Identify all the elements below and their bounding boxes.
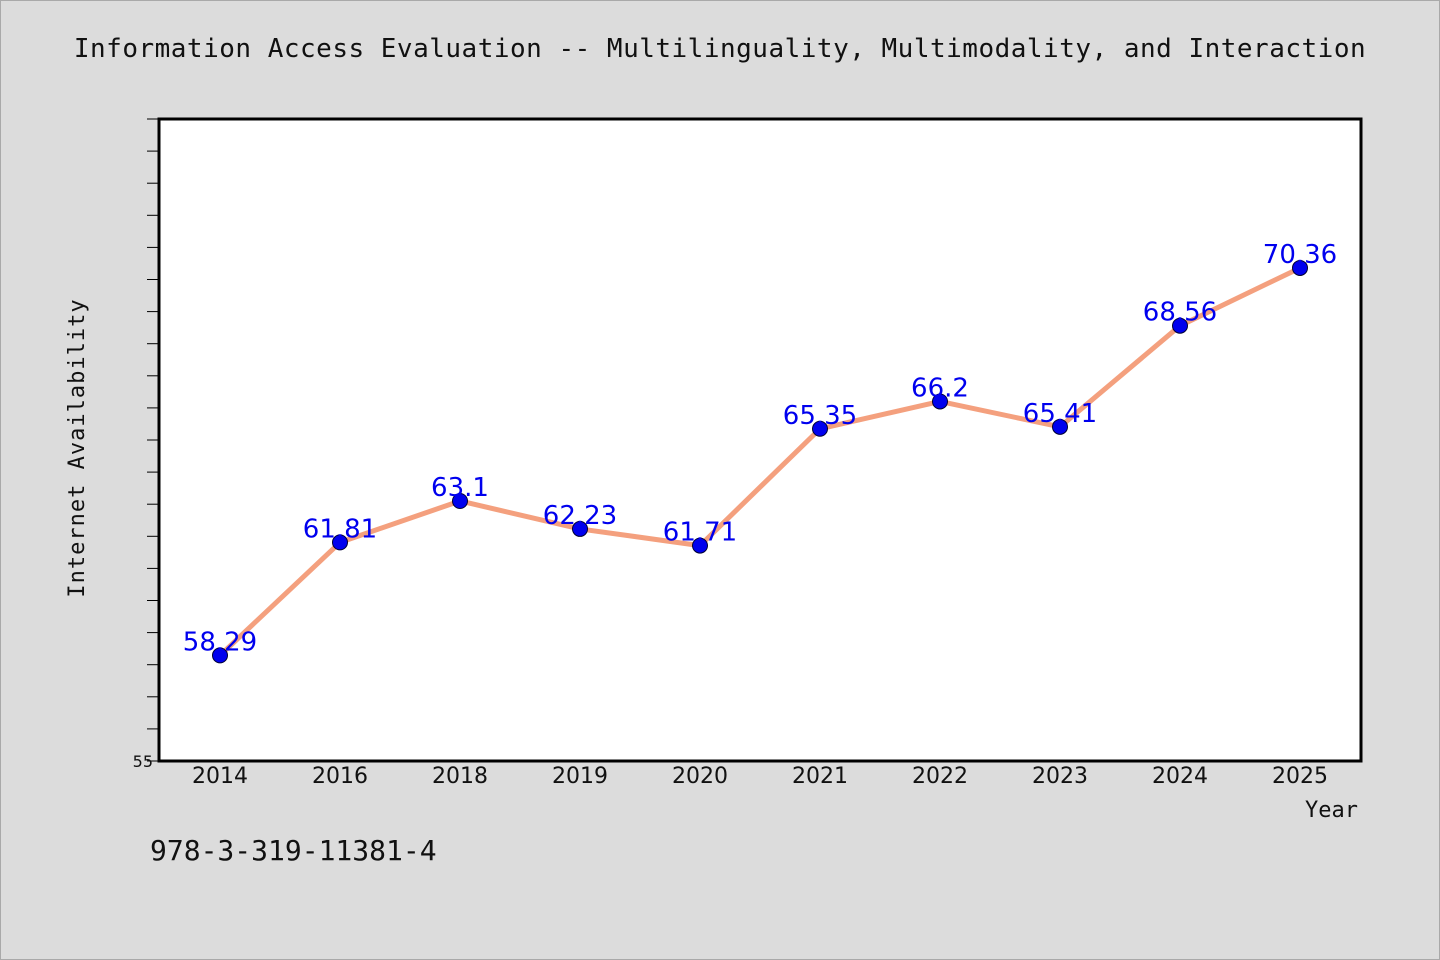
data-label: 65.41: [1023, 399, 1097, 429]
data-point: [212, 647, 228, 664]
y-axis-label: Internet Availability: [65, 298, 90, 597]
data-label: 68.56: [1143, 298, 1217, 328]
x-tick-label: 2024: [1152, 764, 1208, 789]
data-label: 61.81: [303, 514, 377, 544]
x-tick-label: 2018: [432, 764, 488, 789]
data-point: [1172, 317, 1188, 334]
data-label: 58.29: [183, 627, 257, 657]
x-tick-label: 2016: [312, 764, 368, 789]
data-labels: 58.29 61.81 63.1 62.23 61.71 65.35 66.2 65.41 68…: [183, 240, 1337, 657]
data-label: 66.2: [911, 373, 969, 403]
y-axis-tick-labels: 55: [133, 752, 153, 771]
x-tick-label: 2020: [672, 764, 728, 789]
data-label: 63.1: [431, 473, 489, 503]
series-lines: [217, 265, 1303, 658]
data-label: 61.71: [663, 518, 737, 548]
data-label: 70.36: [1263, 240, 1337, 270]
x-axis-tick-labels: 2014 2016 2018 2019 2020 2021 2022 2023 2024 2025: [192, 764, 1328, 789]
data-point: [452, 492, 468, 509]
data-label: 65.35: [783, 401, 857, 431]
series-line: [217, 265, 1303, 658]
y-tick-label: 55: [133, 752, 153, 771]
x-tick-label: 2021: [792, 764, 848, 789]
x-tick-label: 2014: [192, 764, 248, 789]
plot-area: [157, 117, 1363, 763]
series-markers: [212, 259, 1308, 664]
y-axis-ticks: [147, 118, 159, 762]
data-point: [692, 537, 708, 554]
x-tick-label: 2025: [1272, 764, 1328, 789]
data-point: [932, 393, 948, 410]
isbn-text: 978-3-319-11381-4: [150, 834, 437, 867]
data-point: [572, 520, 588, 537]
data-point: [812, 420, 828, 437]
x-axis-label: Year: [1305, 798, 1358, 823]
data-point: [332, 534, 348, 551]
x-tick-label: 2023: [1032, 764, 1088, 789]
data-point: [1292, 259, 1308, 276]
x-tick-label: 2022: [912, 764, 968, 789]
data-label: 62.23: [543, 501, 617, 531]
chart-title: Information Access Evaluation -- Multili…: [73, 34, 1367, 64]
data-point: [1052, 418, 1068, 435]
x-tick-label: 2019: [552, 764, 608, 789]
